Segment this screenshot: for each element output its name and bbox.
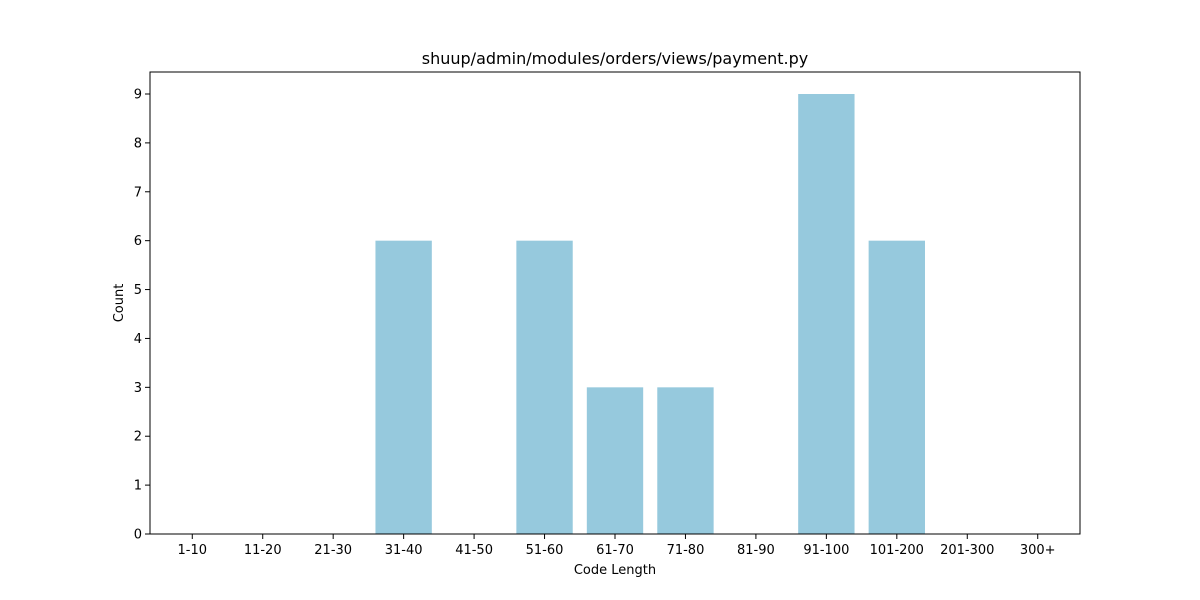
x-tick-label: 31-40: [385, 543, 423, 558]
y-tick-label: 1: [134, 479, 142, 494]
x-tick-label: 201-300: [940, 543, 994, 558]
x-tick-label: 11-20: [244, 543, 282, 558]
x-tick-label: 21-30: [314, 543, 352, 558]
x-tick-label: 41-50: [455, 543, 493, 558]
x-tick-label: 1-10: [178, 543, 208, 558]
bar-31-40: [375, 240, 432, 534]
x-tick-label: 61-70: [596, 543, 634, 558]
y-axis: 0 1 2 3 4 5 6 7 8 9: [134, 88, 150, 543]
y-tick-label: 7: [134, 185, 142, 200]
x-axis: 1-10 11-20 21-30 31-40 41-50 51-60 61-70 71-80 8…: [178, 534, 1056, 558]
x-tick-label: 71-80: [667, 543, 705, 558]
y-tick-label: 9: [134, 88, 142, 103]
bar-101-200: [868, 240, 925, 534]
y-axis-title: Count: [112, 284, 127, 323]
y-tick-label: 3: [134, 381, 142, 396]
y-tick-label: 8: [134, 136, 142, 151]
bar-71-80: [657, 387, 714, 534]
chart-title: shuup/admin/modules/orders/views/payment…: [422, 49, 808, 68]
y-tick-label: 2: [134, 430, 142, 445]
y-tick-label: 4: [134, 332, 142, 347]
x-tick-label: 300+: [1020, 543, 1056, 558]
bar-61-70: [586, 387, 644, 534]
bar-91-100: [798, 94, 855, 534]
x-tick-label: 81-90: [737, 543, 775, 558]
y-tick-label: 5: [134, 283, 142, 298]
bar-51-60: [516, 240, 573, 534]
x-tick-label: 101-200: [870, 543, 924, 558]
x-tick-label: 91-100: [803, 543, 849, 558]
x-axis-title: Code Length: [574, 563, 656, 578]
bars-layer: [375, 94, 925, 534]
y-tick-label: 6: [134, 234, 142, 249]
x-tick-label: 51-60: [526, 543, 564, 558]
y-tick-label: 0: [134, 528, 142, 543]
